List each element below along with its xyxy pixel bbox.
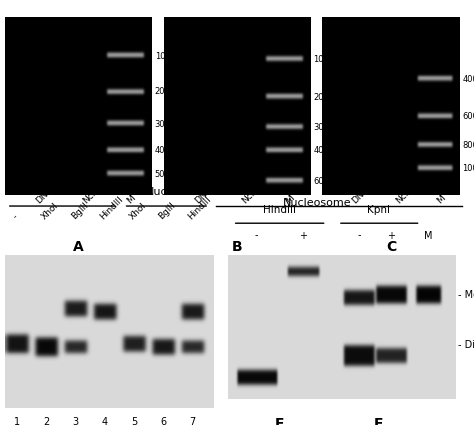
Text: - Di: - Di <box>457 340 474 350</box>
Text: DNA: DNA <box>350 185 370 205</box>
Text: 600: 600 <box>313 177 329 186</box>
Text: 100: 100 <box>155 52 170 61</box>
Text: HindIII: HindIII <box>186 195 213 221</box>
Text: 5: 5 <box>131 417 137 425</box>
Text: F: F <box>374 417 383 425</box>
Text: 6: 6 <box>160 417 166 425</box>
Text: HindIII: HindIII <box>99 195 125 221</box>
Text: 200: 200 <box>313 93 329 102</box>
Text: KpnI: KpnI <box>367 204 390 215</box>
Text: 4: 4 <box>102 417 108 425</box>
Text: C: C <box>386 240 396 254</box>
Text: M: M <box>284 194 296 205</box>
Text: M: M <box>424 230 432 241</box>
Text: +: + <box>299 230 307 241</box>
Text: 500: 500 <box>155 170 170 178</box>
Text: B: B <box>232 240 242 254</box>
Text: E: E <box>275 417 284 425</box>
Text: 400: 400 <box>463 75 474 84</box>
Text: 7: 7 <box>189 417 196 425</box>
Text: 300: 300 <box>155 119 171 129</box>
Text: 600: 600 <box>463 113 474 122</box>
Text: -: - <box>11 212 19 221</box>
Text: +: + <box>387 230 395 241</box>
Text: 300: 300 <box>313 123 329 132</box>
Text: Ncleo.: Ncleo. <box>394 179 420 205</box>
Text: M: M <box>125 194 137 205</box>
Text: 1000: 1000 <box>463 164 474 173</box>
Text: Ncleo.: Ncleo. <box>240 179 266 205</box>
Text: Ncleo.: Ncleo. <box>81 179 108 205</box>
Text: -: - <box>255 230 258 241</box>
Text: Nucleo.: Nucleo. <box>146 187 187 197</box>
Text: BglII: BglII <box>157 201 177 221</box>
Text: BglII: BglII <box>69 201 90 221</box>
Text: - Mono: - Mono <box>457 290 474 300</box>
Text: -: - <box>357 230 361 241</box>
Text: DNA: DNA <box>34 185 55 205</box>
Text: HindIII: HindIII <box>263 204 296 215</box>
Text: 2: 2 <box>43 417 50 425</box>
Text: M: M <box>435 194 447 205</box>
Text: 3: 3 <box>73 417 79 425</box>
Text: 400: 400 <box>155 146 170 156</box>
Text: Nucleosome: Nucleosome <box>283 198 352 208</box>
Text: 200: 200 <box>155 88 170 96</box>
Text: DNA: DNA <box>193 185 213 205</box>
Text: A: A <box>73 240 83 254</box>
Text: 800: 800 <box>463 141 474 150</box>
Text: 1: 1 <box>14 417 20 425</box>
Text: 400: 400 <box>313 146 329 156</box>
Text: DNA: DNA <box>50 187 74 197</box>
Text: 100: 100 <box>313 55 329 64</box>
Text: XhoI: XhoI <box>128 201 148 221</box>
Text: XhoI: XhoI <box>40 201 61 221</box>
